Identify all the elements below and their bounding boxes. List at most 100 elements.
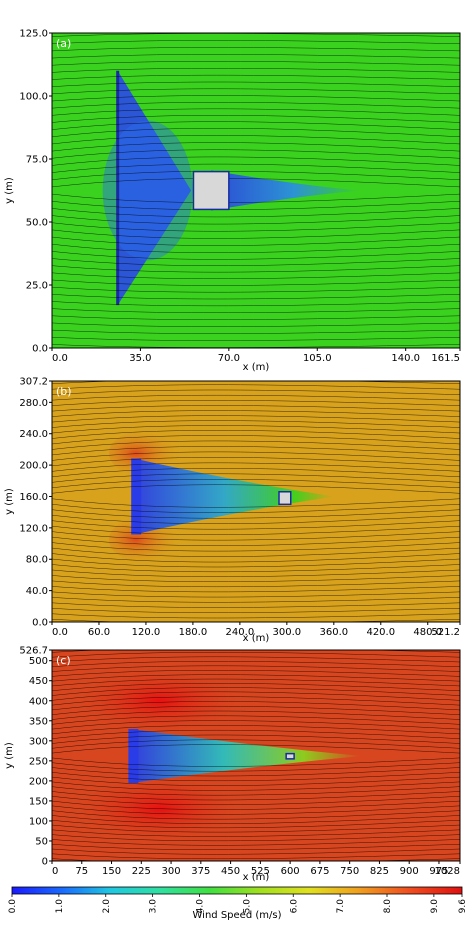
streamline: [52, 420, 460, 428]
streamline: [52, 156, 460, 166]
streamline: [52, 102, 460, 109]
streamline: [52, 265, 460, 273]
x-tick-label: 120.0: [132, 627, 161, 638]
streamline: [52, 767, 460, 777]
streamline: [52, 776, 460, 786]
streamline: [52, 536, 460, 546]
streamline: [52, 468, 460, 478]
x-tick-label: 1028: [435, 866, 460, 877]
streamline: [52, 650, 460, 653]
streamline: [52, 547, 460, 557]
streamline: [52, 251, 460, 260]
streamline: [52, 108, 460, 116]
x-axis-label: x (m): [243, 362, 270, 373]
y-tick-label: 80.0: [26, 555, 48, 566]
streamline: [52, 425, 460, 434]
streamline: [52, 810, 460, 820]
streamline: [52, 696, 460, 706]
streamline: [52, 229, 460, 239]
streamline: [52, 762, 460, 772]
streamline: [52, 542, 460, 552]
y-tick-label: 200.0: [19, 461, 48, 472]
wall-block: [131, 458, 142, 535]
streamline: [52, 462, 460, 472]
streamline: [52, 149, 460, 159]
streamline: [52, 848, 460, 855]
y-tick-label: 0.0: [32, 344, 48, 355]
streamline: [52, 824, 460, 833]
x-tick-label: 150: [102, 866, 121, 877]
streamline: [52, 674, 460, 682]
wake-region: [131, 729, 362, 784]
streamline: [52, 729, 460, 739]
colorbar-tick-label: 5.0: [242, 899, 252, 914]
streamline: [52, 531, 460, 541]
streamline: [52, 853, 460, 860]
y-tick-label: 500: [29, 656, 48, 667]
streamline: [52, 121, 460, 130]
streamline: [52, 786, 460, 796]
streamline: [52, 222, 460, 232]
y-tick-label: 25.0: [26, 281, 48, 292]
y-tick-label: 307.2: [19, 377, 48, 388]
streamline: [52, 525, 460, 535]
streamline: [52, 553, 460, 563]
x-axis-label: x (m): [243, 872, 270, 883]
streamline: [52, 683, 460, 692]
streamline: [52, 564, 460, 573]
y-tick-label: 200: [29, 776, 48, 787]
y-tick-label: 0: [42, 857, 48, 868]
streamline: [52, 394, 460, 401]
streamlines: [52, 650, 460, 861]
colorbar-tick-label: 6.0: [289, 899, 299, 914]
streamline: [52, 272, 460, 279]
streamline: [52, 440, 460, 450]
streamline: [52, 757, 460, 767]
wall-block: [128, 729, 139, 784]
streamline: [52, 170, 460, 181]
streamline: [52, 142, 460, 152]
x-tick-label: 240.0: [226, 627, 255, 638]
x-axis-label: x (m): [243, 633, 270, 644]
speedup-lobe-bottom: [69, 773, 250, 844]
streamline: [52, 661, 460, 668]
streamline: [52, 575, 460, 582]
x-tick-label: 70.0: [218, 353, 240, 364]
x-tick-label: 521.2: [431, 627, 460, 638]
x-tick-label: 225: [132, 866, 151, 877]
streamline: [52, 337, 460, 341]
streamline: [52, 772, 460, 782]
plot-frame: [51, 32, 461, 349]
x-tick-label: 420.0: [366, 627, 395, 638]
y-tick-label: 150: [29, 796, 48, 807]
colorbar-tick-label: 1.0: [55, 899, 65, 914]
streamline: [52, 68, 460, 73]
streamline: [52, 451, 460, 461]
streamline: [52, 329, 460, 334]
colorbar-tick-label: 9.6: [458, 899, 468, 914]
streamline: [52, 389, 460, 395]
y-tick-label: 250: [29, 756, 48, 767]
streamline: [52, 509, 460, 519]
streamline: [52, 725, 460, 735]
streamline: [52, 514, 460, 524]
streamline: [52, 315, 460, 320]
streamlines: [52, 381, 460, 622]
x-tick-label: 161.5: [431, 353, 460, 364]
x-tick-label: 105.0: [303, 353, 332, 364]
plot-area: [52, 33, 460, 348]
panel-3: (c) 0 75 150 225 300 375 450 525 600 675 750 825 900 9…: [4, 646, 461, 883]
streamline: [52, 715, 460, 725]
streamline: [52, 74, 460, 80]
streamline: [52, 81, 460, 87]
colorbar-tick-label: 9.0: [430, 899, 440, 914]
streamline: [52, 597, 460, 603]
streamline: [52, 415, 460, 423]
streamline: [52, 815, 460, 824]
streamline: [52, 446, 460, 456]
x-tick-label: 0.0: [52, 627, 68, 638]
x-tick-label: 480.0: [413, 627, 442, 638]
streamline: [52, 61, 460, 66]
y-axis-label: y (m): [4, 742, 15, 769]
panel-label: (b): [56, 385, 72, 398]
